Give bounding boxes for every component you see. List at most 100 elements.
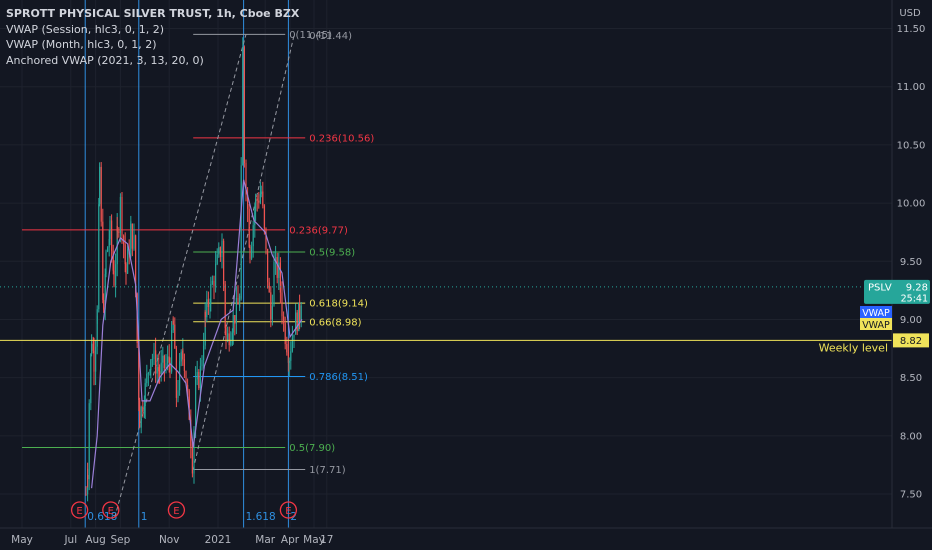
candle-body	[102, 221, 104, 300]
candle-body	[291, 337, 293, 352]
candle-body	[171, 330, 173, 372]
candle-body	[262, 191, 264, 206]
candle-body	[219, 247, 221, 258]
candle-body	[260, 191, 262, 195]
candle-body	[185, 370, 187, 385]
candle-body	[245, 163, 247, 195]
candle-body	[265, 228, 267, 249]
candle-body	[275, 257, 277, 262]
candle-body	[199, 366, 201, 389]
fib-level-label: 1(7.71)	[309, 465, 346, 476]
candle-body	[216, 254, 218, 264]
last-price-tag[interactable]	[864, 279, 930, 304]
legend-vwap-month[interactable]: VWAP (Month, hlc3, 0, 1, 2)	[6, 38, 157, 51]
candle-body	[115, 264, 117, 286]
candle-body	[247, 194, 249, 209]
candle-body	[103, 299, 105, 310]
candle-body	[210, 284, 212, 305]
candle-body	[209, 304, 211, 308]
candle-body	[140, 406, 142, 428]
x-tick-label: Mar	[255, 534, 275, 546]
y-tick-label: 10.00	[897, 199, 926, 210]
candle-body	[235, 298, 237, 324]
candle-body	[211, 280, 213, 285]
candle-body	[221, 247, 223, 258]
candle-body	[130, 228, 132, 255]
candle-body	[230, 339, 232, 346]
legend-vwap-session[interactable]: VWAP (Session, hlc3, 0, 1, 2)	[6, 22, 165, 36]
candle-body	[112, 250, 114, 271]
candle-body	[258, 200, 260, 203]
candle-body	[131, 223, 133, 249]
candle-body	[231, 332, 233, 340]
candle-body	[299, 302, 301, 321]
earnings-marker[interactable]	[70, 501, 89, 519]
candle-body	[234, 315, 236, 324]
weekly-level-tag[interactable]	[893, 333, 929, 348]
vwap-tag-label: VWAP	[862, 308, 890, 319]
candle-body	[143, 406, 145, 412]
legend-anchored-vwap[interactable]: Anchored VWAP (2021, 3, 13, 20, 0)	[6, 53, 204, 67]
candle-body	[104, 274, 106, 310]
candle-body	[279, 262, 281, 293]
candle-body	[255, 198, 257, 211]
candle-body	[156, 367, 158, 374]
candle-body	[138, 343, 140, 401]
candle-body	[227, 333, 229, 341]
candle-body	[203, 345, 205, 361]
earnings-marker[interactable]	[167, 501, 186, 519]
candle-body	[195, 379, 197, 390]
candle-body	[172, 320, 174, 325]
candle-body	[237, 298, 239, 305]
candle-body	[259, 194, 261, 203]
candle-body	[278, 262, 280, 278]
vwap-tag[interactable]	[860, 306, 892, 318]
x-tick-label: Apr	[281, 534, 300, 546]
candle-body	[221, 240, 223, 248]
y-tick-label: 11.00	[897, 82, 926, 93]
candle-body	[191, 446, 193, 474]
earnings-marker[interactable]	[279, 501, 298, 519]
candle-body	[93, 350, 95, 372]
candle-body	[159, 371, 161, 374]
earnings-marker-label: E	[173, 506, 179, 517]
candle-body	[228, 333, 230, 346]
legend-title[interactable]: SPROTT PHYSICAL SILVER TRUST, 1h, Cboe B…	[6, 7, 300, 20]
candle-body	[90, 354, 92, 404]
candle-body	[300, 305, 302, 321]
candle-body	[187, 384, 189, 391]
candlestick-series	[85, 37, 302, 502]
candle-body	[146, 373, 148, 384]
candle-body	[113, 270, 115, 286]
candle-body	[267, 248, 269, 283]
candle-body	[125, 264, 127, 274]
candle-body	[249, 246, 251, 259]
candle-body	[242, 47, 244, 166]
fib-level-label: 0.236(10.56)	[309, 133, 374, 144]
earnings-marker[interactable]	[102, 501, 120, 519]
y-tick-label: 8.00	[900, 431, 922, 442]
y-tick-label: 11.50	[897, 24, 926, 35]
vwap-series	[91, 179, 303, 489]
last-price-countdown: 25:41	[901, 293, 928, 304]
y-tick-label: 9.50	[900, 257, 922, 268]
fib-retracement-levels: 0(11.45)0(11.44) 0.236(10.56) 0.236(9.77) 0…	[22, 30, 374, 476]
y-tick-label: 8.50	[900, 373, 922, 384]
candle-body	[179, 361, 181, 391]
fib-level-label: 0.618(9.14)	[309, 299, 368, 310]
vwap-tag[interactable]	[860, 318, 892, 330]
candle-body	[298, 302, 300, 331]
candle-body	[116, 225, 118, 232]
y-tick-label: 7.50	[900, 490, 922, 501]
fib-level-label: 0.66(8.98)	[309, 317, 361, 328]
chart-legend: SPROTT PHYSICAL SILVER TRUST, 1h, Cboe B…	[6, 6, 299, 68]
candle-body	[263, 205, 265, 229]
candle-body	[183, 359, 185, 371]
fib-time-label: 1	[141, 511, 148, 523]
candle-body	[201, 360, 203, 367]
candle-body	[218, 247, 220, 255]
